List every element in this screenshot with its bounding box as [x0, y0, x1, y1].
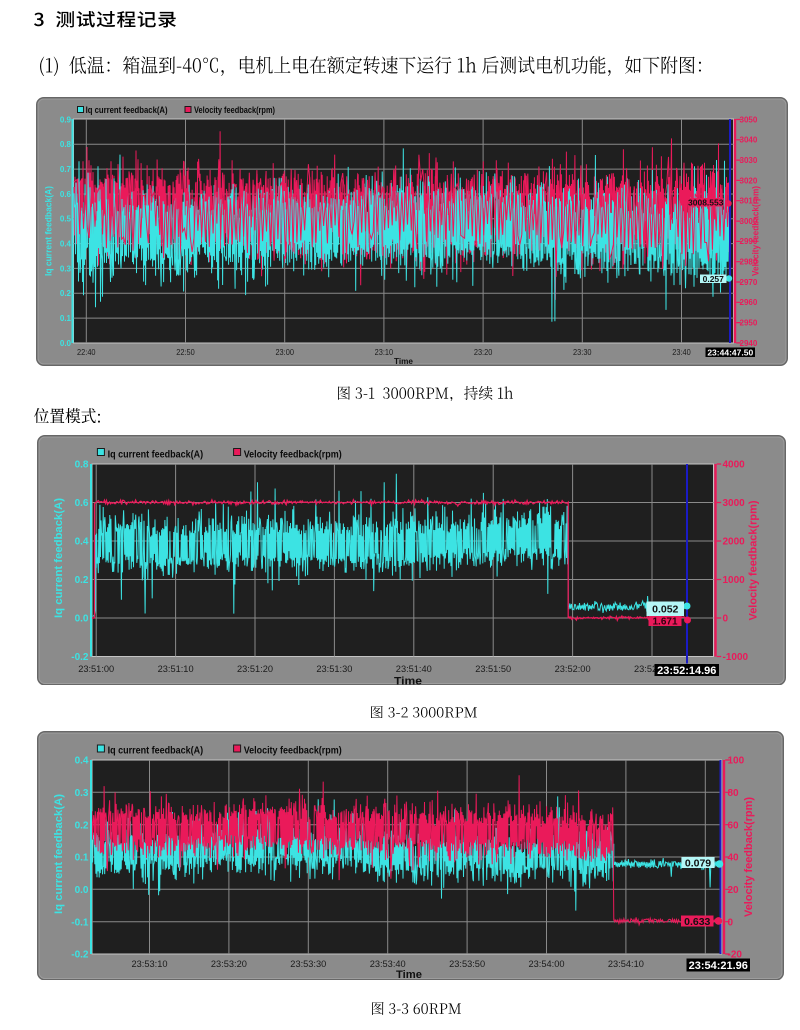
svg-text:0.257: 0.257 [703, 274, 725, 284]
svg-text:23:54:00: 23:54:00 [529, 959, 565, 970]
svg-text:0.8: 0.8 [60, 140, 72, 149]
svg-text:Iq current feedback(A): Iq current feedback(A) [108, 448, 204, 460]
svg-text:2990: 2990 [740, 237, 758, 246]
svg-text:2960: 2960 [740, 298, 758, 307]
svg-text:1.671: 1.671 [652, 616, 677, 627]
svg-text:23:51:30: 23:51:30 [316, 664, 352, 675]
svg-text:23:10: 23:10 [375, 348, 394, 357]
svg-text:80: 80 [728, 787, 740, 798]
svg-text:0.0: 0.0 [60, 339, 72, 348]
svg-text:23:53:30: 23:53:30 [290, 959, 326, 970]
svg-text:Time: Time [394, 675, 422, 685]
svg-text:-0.2: -0.2 [71, 949, 89, 960]
svg-text:2950: 2950 [740, 318, 758, 327]
svg-text:3010: 3010 [740, 197, 758, 206]
svg-text:23:51:00: 23:51:00 [78, 664, 114, 675]
svg-text:0.0: 0.0 [75, 884, 89, 895]
svg-text:-0.2: -0.2 [71, 652, 89, 663]
svg-text:23:53:10: 23:53:10 [132, 959, 168, 970]
svg-text:-0.1: -0.1 [71, 917, 89, 928]
svg-text:23:44:47.50: 23:44:47.50 [707, 347, 753, 357]
svg-text:3030: 3030 [740, 156, 758, 165]
svg-text:23:52:14.96: 23:52:14.96 [657, 664, 716, 676]
svg-text:0.2: 0.2 [75, 575, 89, 586]
svg-text:2970: 2970 [740, 278, 758, 287]
svg-text:0: 0 [728, 917, 734, 928]
svg-text:23:51:10: 23:51:10 [158, 664, 194, 675]
svg-text:0.1: 0.1 [60, 314, 72, 323]
svg-text:23:40: 23:40 [672, 348, 691, 357]
svg-text:3000: 3000 [723, 498, 746, 509]
svg-text:2980: 2980 [740, 258, 758, 267]
svg-text:3050: 3050 [740, 115, 758, 124]
svg-text:-1000: -1000 [723, 652, 749, 663]
svg-text:Velocity feedback(rpm): Velocity feedback(rpm) [743, 796, 755, 916]
svg-text:3040: 3040 [740, 136, 758, 145]
svg-text:100: 100 [728, 755, 745, 766]
svg-text:23:30: 23:30 [573, 348, 592, 357]
svg-text:23:53:40: 23:53:40 [370, 959, 406, 970]
svg-text:0.0: 0.0 [75, 613, 89, 624]
svg-text:23:51:40: 23:51:40 [396, 664, 432, 675]
svg-text:23:54:21.96: 23:54:21.96 [689, 959, 748, 971]
svg-text:20: 20 [728, 884, 740, 895]
svg-text:60: 60 [728, 820, 740, 831]
svg-text:Time: Time [394, 356, 413, 366]
svg-text:23:53:20: 23:53:20 [211, 959, 247, 970]
svg-text:Velocity feedback(rpm): Velocity feedback(rpm) [244, 448, 342, 460]
svg-text:Iq current feedback(A): Iq current feedback(A) [108, 744, 204, 756]
svg-text:0.7: 0.7 [60, 165, 72, 174]
svg-text:0.079: 0.079 [685, 857, 711, 869]
svg-text:0.4: 0.4 [60, 239, 72, 248]
svg-text:2000: 2000 [723, 536, 746, 547]
svg-text:Iq current feedback(A): Iq current feedback(A) [86, 105, 168, 115]
svg-text:22:40: 22:40 [77, 348, 96, 357]
svg-text:23:52:00: 23:52:00 [555, 664, 591, 675]
svg-text:0.3: 0.3 [75, 787, 89, 798]
svg-text:Velocity feedback(rpm): Velocity feedback(rpm) [244, 744, 342, 756]
svg-text:3020: 3020 [740, 176, 758, 185]
svg-text:2940: 2940 [740, 339, 758, 348]
svg-text:0.633: 0.633 [684, 915, 710, 927]
svg-text:23:51:50: 23:51:50 [475, 664, 511, 675]
svg-text:Iq current feedback(A): Iq current feedback(A) [53, 793, 65, 913]
svg-text:-20: -20 [728, 949, 743, 960]
svg-text:0.052: 0.052 [652, 603, 678, 615]
svg-text:Velocity feedback(rpm): Velocity feedback(rpm) [751, 186, 762, 276]
svg-text:0.5: 0.5 [60, 215, 72, 224]
svg-text:0.2: 0.2 [60, 289, 72, 298]
svg-text:23:54:10: 23:54:10 [608, 959, 644, 970]
svg-text:Velocity feedback(rpm): Velocity feedback(rpm) [748, 500, 760, 620]
svg-text:0.9: 0.9 [60, 115, 72, 124]
svg-text:0.8: 0.8 [75, 459, 89, 470]
svg-text:0.1: 0.1 [75, 852, 89, 863]
svg-text:0.2: 0.2 [75, 820, 89, 831]
svg-text:3000: 3000 [740, 217, 758, 226]
svg-text:Iq current feedback(A): Iq current feedback(A) [44, 186, 55, 276]
svg-text:3008.553: 3008.553 [688, 197, 724, 207]
svg-text:23:53:50: 23:53:50 [449, 959, 485, 970]
svg-text:Iq current feedback(A): Iq current feedback(A) [53, 497, 65, 617]
svg-text:23:00: 23:00 [275, 348, 294, 357]
svg-text:4000: 4000 [723, 459, 746, 470]
svg-text:40: 40 [728, 852, 740, 863]
svg-text:0.6: 0.6 [75, 498, 89, 509]
svg-text:23:20: 23:20 [474, 348, 493, 357]
svg-text:0.3: 0.3 [60, 264, 72, 273]
svg-text:0.6: 0.6 [60, 190, 72, 199]
svg-text:23:51:20: 23:51:20 [237, 664, 273, 675]
svg-text:22:50: 22:50 [176, 348, 195, 357]
svg-text:Velocity feedback(rpm): Velocity feedback(rpm) [194, 105, 275, 115]
svg-text:Time: Time [396, 969, 422, 981]
svg-text:0: 0 [723, 613, 729, 624]
svg-text:0.4: 0.4 [75, 536, 89, 547]
svg-text:1000: 1000 [723, 575, 746, 586]
svg-text:23:52:10: 23:52:10 [634, 664, 670, 675]
svg-text:0.4: 0.4 [75, 755, 89, 766]
